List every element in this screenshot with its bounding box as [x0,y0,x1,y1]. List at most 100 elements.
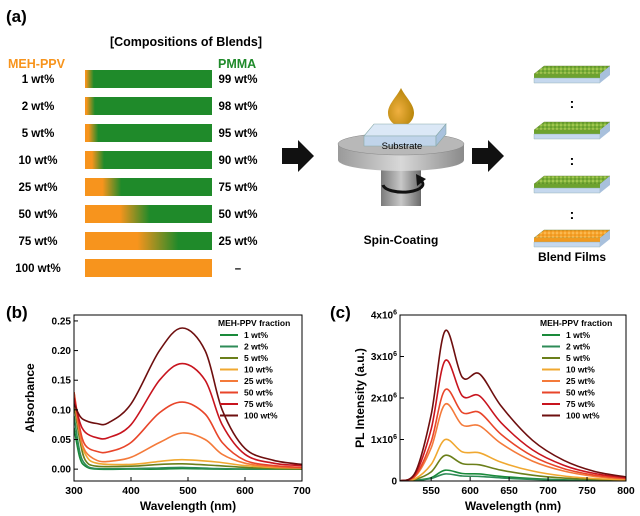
legend-entry: 1 wt% [244,330,269,340]
panel-a-label: (a) [6,7,27,26]
series-group [400,329,626,481]
row-meh-ppv-label: 50 wt% [19,209,58,221]
blend-composition-bar [85,232,212,250]
blend-films-stack [533,65,611,248]
row-meh-ppv-label: 2 wt% [22,101,55,113]
film-layer [533,229,611,239]
x-tick-label: 600 [461,485,479,497]
row-pmma-label: – [235,263,242,275]
film-side [600,230,610,247]
x-tick-label: 650 [500,485,518,497]
ellipsis-dots: : [570,95,575,111]
legend-entry: 25 wt% [244,376,273,386]
blend-composition-bar [85,205,212,223]
blend-composition-bar [85,124,212,142]
row-meh-ppv-label: 25 wt% [19,182,58,194]
row-pmma-label: 98 wt% [219,101,258,113]
blend-films-label: Blend Films [538,250,606,264]
legend-entry: 2 wt% [244,342,269,352]
blend-composition-bar [85,259,212,277]
film-layer [533,65,611,75]
panel-b: (b) 300 400 500 600 700 0.00 0.05 0.10 0.15 0.20 0… [6,303,311,513]
arrow-right-icon [282,140,314,172]
row-meh-ppv-label: 75 wt% [19,236,58,248]
rotation-arrowhead-icon [416,174,426,186]
film-edge [534,74,600,78]
film-edge [534,184,600,188]
series-line [400,454,626,481]
y-tick-label: 0.05 [52,435,72,446]
pl-intensity-chart: 550 600 650 700 750 800 0 1x106 2x106 3x106 4x106 W… [353,310,635,514]
solution-drop-icon [388,88,414,126]
x-tick-label: 300 [65,485,83,497]
legend-entry: 1 wt% [566,330,591,340]
blend-composition-bar [85,97,212,115]
series-line [74,362,302,467]
film-side [600,176,610,193]
film-side [600,122,610,139]
legend-entry: 10 wt% [244,365,273,375]
series-line [74,415,302,470]
legend-entry: 5 wt% [244,353,269,363]
legend-entry: 5 wt% [566,353,591,363]
row-meh-ppv-label: 100 wt% [15,263,60,275]
film-substrate [533,77,601,84]
series-line [74,403,302,470]
pmma-header: PMMA [218,57,256,71]
row-pmma-label: 99 wt% [219,74,258,86]
series-line [400,438,626,481]
substrate-block [363,123,447,137]
row-pmma-label: 75 wt% [219,182,258,194]
series-group [74,327,302,471]
y-axis-label: PL Intensity (a.u.) [353,348,367,448]
y-tick-label: 1x106 [371,434,397,446]
series-line [400,403,626,481]
x-tick-label: 700 [293,485,311,497]
blend-composition-bar [85,151,212,169]
film-edge [534,238,600,242]
series-line [74,327,302,466]
blend-composition-bar [85,178,212,196]
x-tick-label: 750 [578,485,596,497]
series-line [74,391,302,469]
x-tick-label: 550 [422,485,440,497]
y-tick-label: 0.00 [52,465,72,476]
substrate-label: Substrate [382,141,423,152]
legend-entry: 100 wt% [566,411,600,421]
legend-entry: 2 wt% [566,342,591,352]
substrate-side [435,123,447,147]
row-pmma-label: 90 wt% [219,155,258,167]
film-layer [533,175,611,185]
series-line [74,391,302,469]
y-tick-label: 0.10 [52,405,72,416]
series-line [74,397,302,469]
x-axis-label: Wavelength (nm) [465,499,561,513]
x-tick-label: 800 [617,485,635,497]
x-tick-label: 600 [236,485,254,497]
series-line [400,473,626,481]
series-line [400,329,626,481]
absorbance-chart: 300 400 500 600 700 0.00 0.05 0.10 0.15 0.20 0.25 W… [23,314,311,513]
film-layer [533,121,611,131]
row-pmma-label: 25 wt% [219,236,258,248]
film-substrate [533,133,601,140]
row-meh-ppv-label: 5 wt% [22,128,55,140]
y-tick-label: 0 [391,477,397,488]
legend-title: MEH-PPV fraction [218,318,290,328]
blend-composition-bar [85,70,212,88]
x-tick-label: 700 [539,485,557,497]
spin-coating-label: Spin-Coating [364,233,439,247]
legend-entry: 25 wt% [566,376,595,386]
film-substrate [533,241,601,248]
y-tick-label: 3x106 [371,351,397,363]
y-tick-label: 0.20 [52,346,72,357]
y-axis-label: Absorbance [23,363,37,433]
panel-a: (a) [Compositions of Blends] MEH-PPV PMM… [6,7,611,277]
legend-entry: 50 wt% [244,388,273,398]
row-meh-ppv-label: 1 wt% [22,74,55,86]
spin-coater-diagram: Substrate Spin-Coating [337,88,465,247]
y-tick-label: 4x106 [371,310,397,322]
y-tick-label: 0.25 [52,316,72,327]
x-tick-label: 500 [179,485,197,497]
